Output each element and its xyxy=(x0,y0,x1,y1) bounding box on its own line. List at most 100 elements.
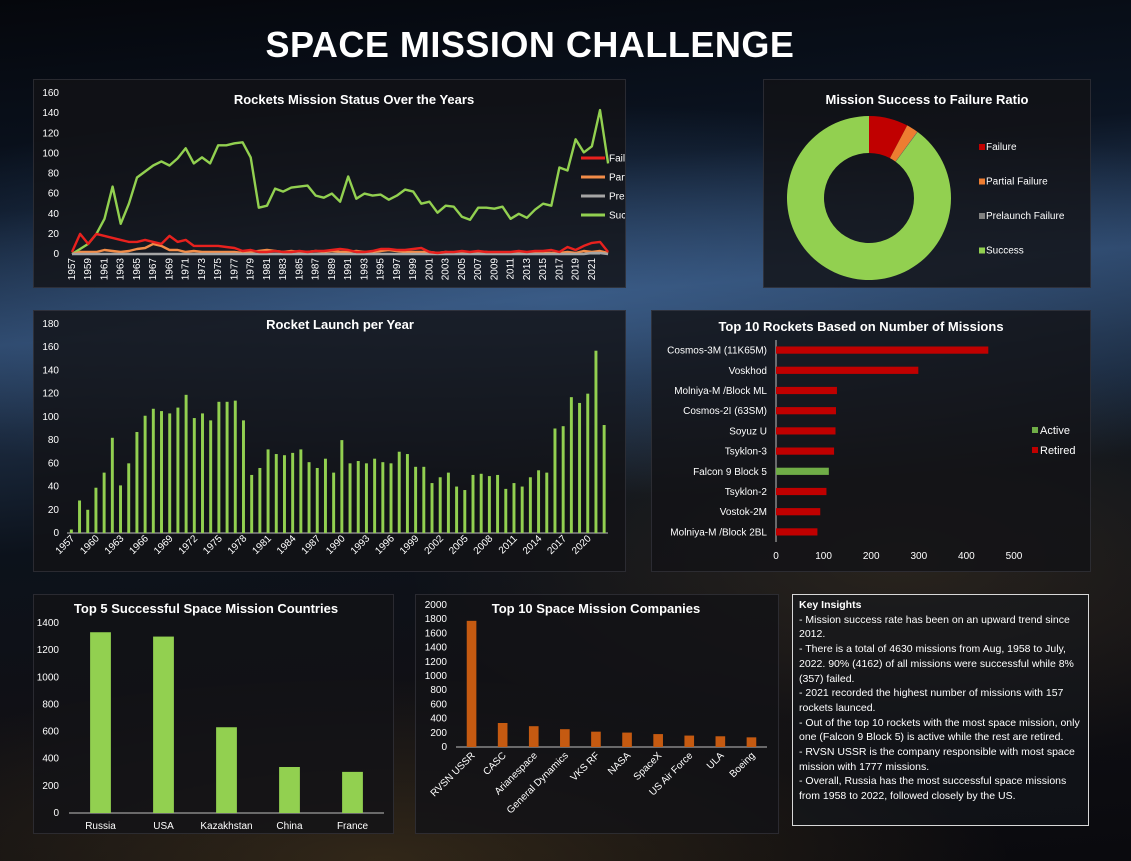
bar xyxy=(520,486,524,533)
bar xyxy=(414,466,418,533)
x-tick-label: RVSN USSR xyxy=(429,750,478,799)
rockets-bar-chart: Top 10 Rockets Based on Number of Missio… xyxy=(667,319,1075,562)
y-tick-label: Tsyklon-3 xyxy=(725,447,768,458)
x-tick-label: 2013 xyxy=(522,258,533,281)
bar xyxy=(466,620,477,747)
y-tick-label: 0 xyxy=(441,742,447,753)
bar xyxy=(250,474,254,533)
legend-swatch xyxy=(979,144,985,150)
bar xyxy=(102,472,106,533)
x-tick-label: 1979 xyxy=(246,258,257,281)
y-tick-label: Falcon 9 Block 5 xyxy=(693,467,767,478)
bar xyxy=(776,447,835,455)
y-tick-label: 200 xyxy=(430,728,447,739)
bar xyxy=(430,483,434,533)
bar xyxy=(364,463,368,533)
y-tick-label: 600 xyxy=(42,727,59,738)
bar xyxy=(176,407,180,533)
bar xyxy=(715,736,726,747)
legend-label: Partial Failure xyxy=(609,173,625,184)
bar xyxy=(560,729,570,747)
x-tick-label: USA xyxy=(153,821,174,832)
y-tick-label: 140 xyxy=(42,108,59,119)
y-tick-label: 60 xyxy=(48,189,60,200)
bar xyxy=(569,397,573,533)
legend-label: Failure xyxy=(986,142,1017,153)
x-tick-label: 1996 xyxy=(373,533,397,557)
insights-heading: Key Insights xyxy=(799,599,862,611)
x-tick-label: 1969 xyxy=(164,258,175,281)
x-tick-label: VKS RF xyxy=(569,750,602,783)
donut-slice-failure xyxy=(869,116,908,159)
x-tick-label: 2019 xyxy=(571,258,582,281)
bar xyxy=(463,490,467,533)
y-tick-label: 1000 xyxy=(425,671,448,682)
y-tick-label: Molniya-M /Block 2BL xyxy=(670,527,767,538)
y-tick-label: Molniya-M /Block ML xyxy=(674,386,767,397)
x-tick-label: 2017 xyxy=(546,533,570,557)
x-tick-label: 500 xyxy=(1006,551,1023,562)
y-tick-label: 400 xyxy=(42,754,59,765)
y-tick-label: 200 xyxy=(42,781,59,792)
x-tick-label: 1990 xyxy=(324,533,348,557)
y-tick-label: Tsyklon-2 xyxy=(725,487,768,498)
x-tick-label: 100 xyxy=(815,551,832,562)
bar xyxy=(446,472,450,533)
y-tick-label: 100 xyxy=(42,412,59,423)
bar xyxy=(127,463,131,533)
bar xyxy=(78,500,82,533)
bar xyxy=(168,413,172,533)
series-line-failure xyxy=(70,232,610,255)
x-tick-label: 2008 xyxy=(472,533,496,557)
legend-label: Retired xyxy=(1040,445,1075,457)
x-tick-label: 1987 xyxy=(300,533,324,557)
x-tick-label: ULA xyxy=(705,750,727,772)
x-tick-label: 1993 xyxy=(349,533,373,557)
legend-label: Partial Failure xyxy=(986,177,1048,188)
x-tick-label: Boeing xyxy=(728,750,758,780)
bar xyxy=(217,401,221,533)
y-tick-label: 0 xyxy=(53,528,59,539)
x-tick-label: Kazakhstan xyxy=(200,821,252,832)
legend-swatch xyxy=(1032,427,1038,433)
bar xyxy=(553,428,557,533)
y-tick-label: Soyuz U xyxy=(729,426,767,437)
insight-line: - RVSN USSR is the company responsible w… xyxy=(799,746,1075,773)
bar xyxy=(594,350,598,533)
bar xyxy=(684,735,695,747)
bar xyxy=(504,488,508,533)
y-tick-label: 1600 xyxy=(425,628,448,639)
legend-swatch xyxy=(979,178,985,185)
bar xyxy=(776,407,836,415)
series-line-success xyxy=(71,108,610,256)
bar xyxy=(422,466,426,533)
y-tick-label: Voskhod xyxy=(729,366,767,377)
bar xyxy=(496,474,500,533)
bar xyxy=(776,467,829,475)
y-tick-label: Cosmos-2I (63SM) xyxy=(683,406,767,417)
x-tick-label: 1999 xyxy=(398,533,422,557)
chart-title: Top 10 Space Mission Companies xyxy=(492,601,701,616)
legend-label: Active xyxy=(1040,425,1070,437)
chart-title: Rocket Launch per Year xyxy=(266,317,414,332)
bar xyxy=(497,723,508,747)
x-tick-label: 1978 xyxy=(226,533,250,557)
x-tick-label: 2011 xyxy=(506,258,517,280)
bar xyxy=(578,402,582,533)
bar xyxy=(776,346,989,354)
x-tick-label: 400 xyxy=(958,551,975,562)
x-tick-label: 1975 xyxy=(201,533,225,557)
x-tick-label: 200 xyxy=(863,551,880,562)
y-tick-label: 0 xyxy=(53,249,59,260)
bar xyxy=(90,632,111,813)
x-tick-label: 1999 xyxy=(408,258,419,281)
bar xyxy=(776,366,919,374)
x-tick-label: 1963 xyxy=(116,258,127,281)
bar xyxy=(151,408,155,533)
donut-slice-success xyxy=(787,116,951,280)
x-tick-label: 1969 xyxy=(152,533,176,557)
ratio-chart-panel: Mission Success to Failure Ratio Failure P… xyxy=(763,79,1091,288)
x-tick-label: 2002 xyxy=(423,533,447,557)
ratio-donut-chart: Mission Success to Failure Ratio Failure P… xyxy=(787,92,1065,280)
bar xyxy=(348,463,352,533)
